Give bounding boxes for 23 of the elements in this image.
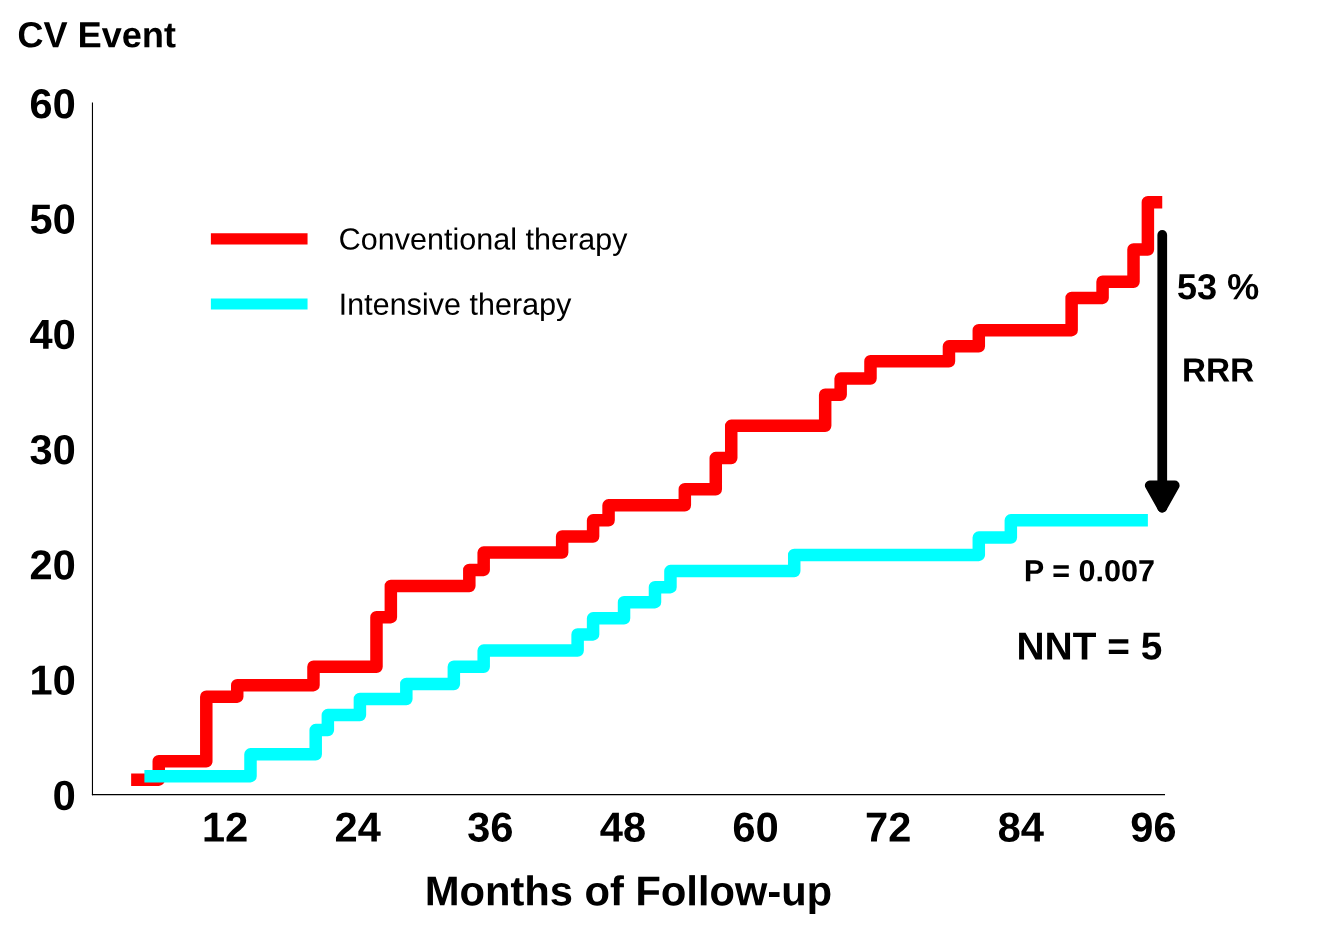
legend-label: Conventional therapy xyxy=(340,227,628,256)
annotation: P = 0.007 xyxy=(1025,559,1154,582)
x-tick-label: 84 xyxy=(998,812,1044,842)
x-tick-label: 72 xyxy=(866,812,910,842)
x-axis-title: Months of Follow-up xyxy=(427,875,831,914)
x-tick-label: 24 xyxy=(335,812,381,842)
y-tick-label: 30 xyxy=(30,434,75,465)
x-tick-label: 12 xyxy=(204,812,247,842)
text: 53 % xyxy=(1178,273,1259,300)
text: RRR xyxy=(1184,358,1254,382)
x-tick-label: 36 xyxy=(468,812,512,842)
y-tick-label: 10 xyxy=(32,665,75,695)
annotation: NNT = 5 xyxy=(1019,632,1162,660)
y-tick-label: 0 xyxy=(54,780,75,811)
x-tick-label: 60 xyxy=(733,812,778,842)
legend-label: Intensive therapy xyxy=(341,292,572,322)
x-tick-label: 96 xyxy=(1131,812,1176,842)
x-tick-label: 48 xyxy=(600,812,645,842)
y-tick-label: 60 xyxy=(30,89,75,119)
y-tick-label: 40 xyxy=(30,319,75,350)
y-tick-label: 20 xyxy=(30,550,75,580)
y-axis-title: CV Event xyxy=(18,22,176,48)
y-tick-label: 50 xyxy=(30,204,75,234)
